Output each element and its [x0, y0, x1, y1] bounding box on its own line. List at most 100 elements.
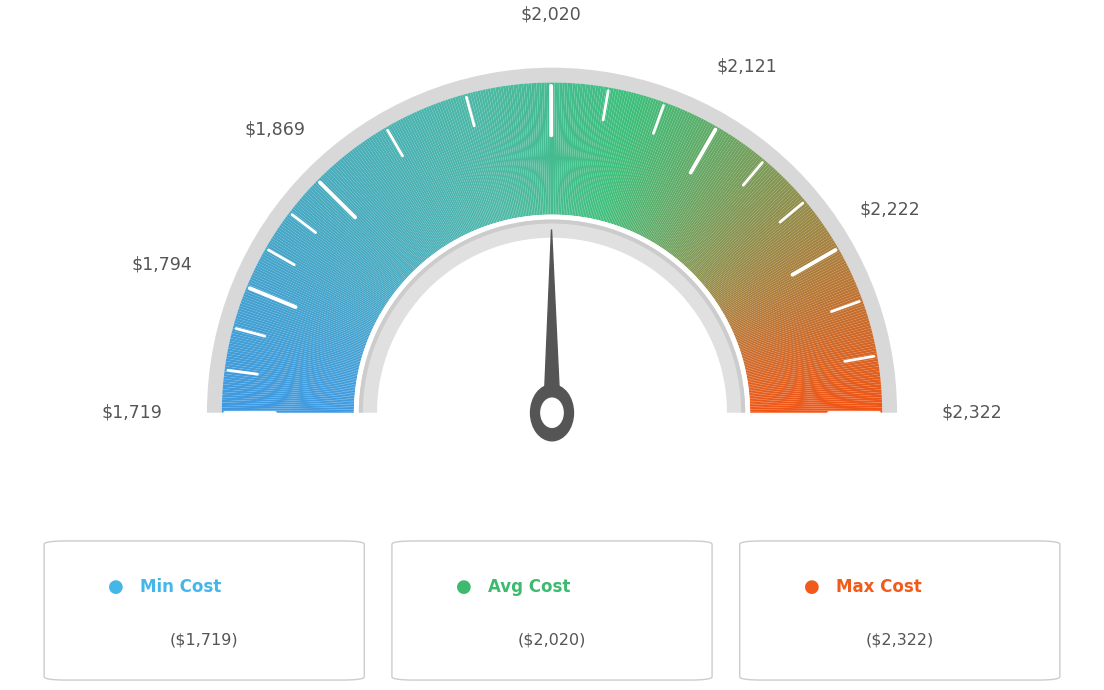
Wedge shape [263, 251, 379, 317]
Wedge shape [224, 368, 355, 388]
Text: $1,794: $1,794 [131, 255, 192, 273]
Wedge shape [550, 83, 552, 215]
Wedge shape [746, 351, 877, 377]
Wedge shape [264, 249, 380, 316]
Wedge shape [506, 86, 526, 217]
Wedge shape [404, 116, 465, 235]
Wedge shape [729, 263, 848, 324]
Wedge shape [728, 261, 846, 323]
Wedge shape [341, 157, 427, 260]
Wedge shape [320, 176, 414, 272]
Wedge shape [503, 86, 524, 217]
Wedge shape [369, 137, 443, 248]
Wedge shape [716, 229, 828, 304]
Wedge shape [592, 90, 622, 219]
Wedge shape [676, 155, 761, 259]
Wedge shape [242, 296, 367, 344]
Wedge shape [750, 408, 882, 411]
Wedge shape [222, 402, 354, 408]
Wedge shape [734, 282, 856, 335]
Wedge shape [206, 68, 898, 413]
Wedge shape [750, 397, 882, 405]
Wedge shape [606, 95, 644, 222]
Wedge shape [749, 377, 881, 393]
Wedge shape [750, 410, 882, 413]
Wedge shape [575, 85, 593, 216]
Wedge shape [373, 134, 446, 246]
Wedge shape [690, 176, 784, 272]
Wedge shape [586, 88, 612, 218]
Wedge shape [677, 157, 763, 260]
Wedge shape [658, 134, 731, 246]
Wedge shape [599, 92, 634, 221]
Wedge shape [598, 92, 631, 221]
Wedge shape [707, 206, 811, 290]
Wedge shape [529, 83, 540, 215]
Wedge shape [391, 124, 457, 240]
Wedge shape [560, 83, 567, 215]
Wedge shape [301, 197, 402, 284]
Wedge shape [672, 150, 754, 256]
Wedge shape [330, 167, 420, 266]
Wedge shape [576, 85, 596, 217]
Wedge shape [437, 102, 485, 227]
Wedge shape [617, 101, 664, 226]
Wedge shape [308, 188, 406, 279]
Wedge shape [225, 364, 357, 385]
Wedge shape [346, 153, 429, 258]
Wedge shape [750, 384, 881, 397]
Wedge shape [311, 185, 408, 277]
Wedge shape [745, 338, 874, 370]
Wedge shape [567, 83, 581, 215]
Text: $1,869: $1,869 [245, 120, 306, 138]
Wedge shape [477, 90, 509, 219]
Wedge shape [360, 143, 438, 252]
Wedge shape [746, 346, 875, 374]
Wedge shape [713, 221, 822, 299]
Wedge shape [725, 254, 842, 319]
Wedge shape [433, 104, 482, 228]
Wedge shape [350, 150, 432, 256]
Wedge shape [402, 117, 464, 236]
Wedge shape [229, 343, 359, 373]
Wedge shape [273, 234, 385, 306]
Wedge shape [496, 87, 520, 217]
Wedge shape [583, 87, 606, 217]
Wedge shape [584, 87, 608, 217]
Wedge shape [288, 213, 394, 294]
Wedge shape [243, 294, 368, 343]
Wedge shape [742, 321, 870, 359]
Wedge shape [665, 141, 742, 250]
Wedge shape [612, 98, 654, 224]
Text: $2,222: $2,222 [860, 201, 921, 219]
Wedge shape [306, 190, 405, 281]
Wedge shape [668, 146, 749, 253]
Wedge shape [226, 359, 357, 382]
Wedge shape [715, 227, 827, 303]
Wedge shape [563, 83, 573, 215]
Wedge shape [238, 308, 364, 351]
Wedge shape [720, 238, 834, 309]
Wedge shape [445, 99, 489, 226]
Wedge shape [749, 368, 880, 388]
Wedge shape [682, 164, 771, 264]
Wedge shape [223, 389, 354, 400]
Text: ●: ● [804, 578, 819, 595]
Wedge shape [607, 96, 647, 223]
Wedge shape [546, 83, 551, 215]
Wedge shape [721, 240, 835, 310]
Wedge shape [302, 195, 403, 283]
Wedge shape [435, 103, 484, 228]
Wedge shape [447, 99, 491, 225]
Wedge shape [279, 225, 389, 302]
Wedge shape [227, 351, 358, 377]
Wedge shape [343, 155, 428, 259]
Text: ($2,322): ($2,322) [866, 632, 934, 647]
Wedge shape [225, 361, 357, 383]
Wedge shape [492, 88, 518, 218]
Wedge shape [440, 101, 487, 226]
Wedge shape [423, 108, 476, 230]
Wedge shape [431, 105, 480, 228]
Wedge shape [412, 113, 469, 233]
Wedge shape [232, 331, 360, 365]
